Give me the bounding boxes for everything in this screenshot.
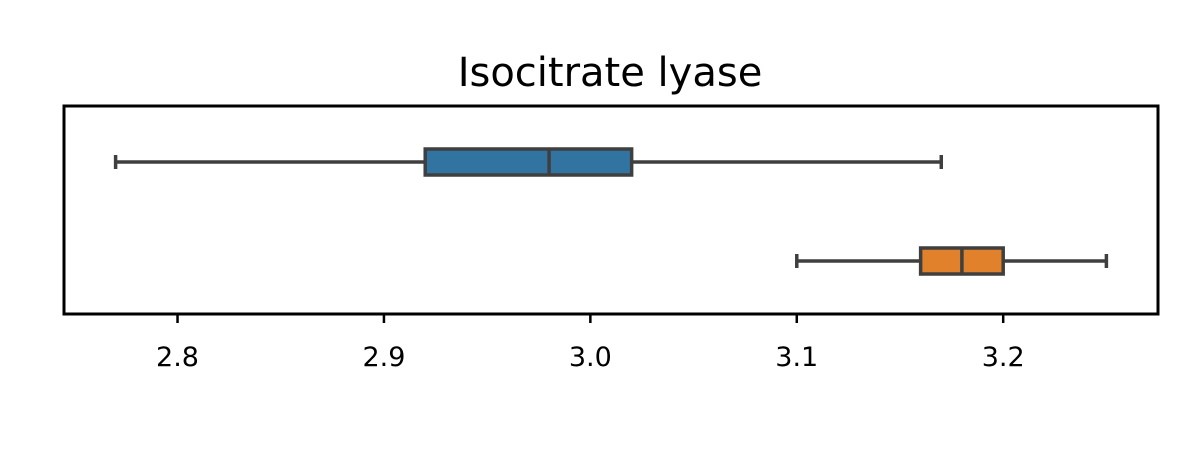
x-axis: 2.8 2.9 3.0 3.1 3.2 [156, 314, 1025, 373]
plot-frame [62, 104, 1160, 316]
x-tick-label: 3.2 [982, 342, 1025, 373]
iqr-box [423, 147, 634, 177]
chart-title: Isocitrate lyase [458, 50, 763, 96]
box-series-2 [795, 246, 1109, 276]
x-tick-label: 3.0 [569, 342, 612, 373]
plot-area [113, 147, 1109, 276]
x-tick-label: 2.9 [362, 342, 405, 373]
x-tick-label: 2.8 [156, 342, 199, 373]
box-series-1 [113, 147, 944, 177]
x-tick-label: 3.1 [775, 342, 818, 373]
